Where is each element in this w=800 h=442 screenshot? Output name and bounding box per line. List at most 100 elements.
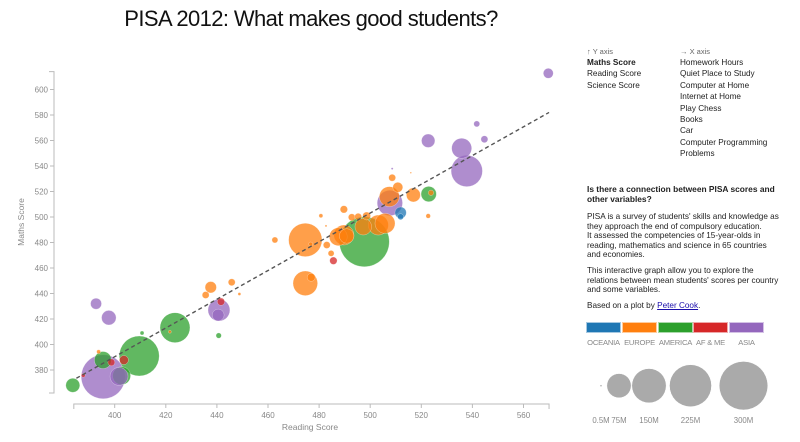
x-axis-option-problems[interactable]: Problems bbox=[680, 149, 715, 159]
y-tick-label: 600 bbox=[35, 86, 49, 95]
bubble-europe[interactable] bbox=[339, 205, 348, 214]
bubble-europe[interactable] bbox=[379, 186, 400, 207]
x-tick-label: 400 bbox=[108, 411, 122, 420]
bubble-europe[interactable] bbox=[374, 213, 396, 234]
y-axis-option-reading-score[interactable]: Reading Score bbox=[587, 69, 642, 79]
bubble-asia[interactable] bbox=[543, 68, 554, 79]
bubble-europe[interactable] bbox=[324, 224, 328, 228]
y-axis-menu: ↑ Y axis Maths Score Reading Score Scien… bbox=[587, 46, 641, 91]
y-axis-title: Maths Score bbox=[16, 198, 26, 246]
description-heading: Is there a connection between PISA score… bbox=[587, 184, 775, 204]
y-axis: 380 400 420 440 460 480 500 520 540 560 580 600 bbox=[35, 71, 55, 394]
legend-label-asia: ASIA bbox=[738, 338, 755, 347]
bubble-america[interactable] bbox=[65, 378, 81, 393]
x-tick-label: 460 bbox=[261, 411, 275, 420]
x-axis-option-play-chess[interactable]: Play Chess bbox=[680, 103, 722, 113]
legend-item-america[interactable]: AMERICA bbox=[658, 322, 693, 347]
y-axis-menu-header: ↑ Y axis bbox=[587, 47, 613, 56]
legend-swatch-af-me bbox=[693, 322, 728, 333]
bubble-europe[interactable] bbox=[227, 278, 236, 287]
bubble-america[interactable] bbox=[159, 312, 191, 343]
legend-swatch-asia bbox=[729, 322, 764, 333]
legend-label-america: AMERICA bbox=[658, 338, 693, 347]
bubble-europe[interactable] bbox=[308, 241, 313, 247]
bubble-asia[interactable] bbox=[211, 308, 225, 322]
x-axis-option-homework-hours[interactable]: Homework Hours bbox=[680, 58, 744, 67]
bubble-europe[interactable] bbox=[306, 273, 316, 282]
legend-item-asia[interactable]: ASIA bbox=[729, 322, 764, 347]
bubble-america[interactable] bbox=[215, 332, 222, 339]
x-tick-label: 560 bbox=[517, 411, 531, 420]
x-axis-option-books[interactable]: Books bbox=[680, 115, 703, 125]
bubble-asia[interactable] bbox=[451, 138, 472, 159]
y-tick-label: 540 bbox=[35, 162, 49, 171]
bubble-europe[interactable] bbox=[339, 228, 355, 244]
y-tick-label: 520 bbox=[35, 188, 49, 197]
bubble-oceania[interactable] bbox=[397, 213, 404, 221]
legend-item-af-me[interactable]: AF & ME bbox=[693, 322, 728, 347]
bubble-europe[interactable] bbox=[428, 189, 434, 196]
bubble-europe[interactable] bbox=[288, 222, 323, 257]
y-axis-option-maths-score[interactable]: Maths Score bbox=[587, 58, 636, 67]
y-tick-label: 460 bbox=[35, 264, 49, 273]
legend-item-oceania[interactable]: OCEANIA bbox=[586, 322, 621, 347]
bubble-europe[interactable] bbox=[204, 281, 217, 294]
bubble-europe[interactable] bbox=[409, 171, 412, 174]
axis-selector-panel: ↑ Y axis Maths Score Reading Score Scien… bbox=[587, 46, 783, 168]
legend-label-af-me: AF & ME bbox=[696, 338, 725, 347]
bubble-europe[interactable] bbox=[168, 330, 172, 334]
bubble-af-me[interactable] bbox=[329, 256, 338, 265]
size-legend-label: 75M bbox=[611, 416, 626, 425]
peter-cook-link[interactable]: Peter Cook bbox=[657, 300, 699, 310]
bubble-europe[interactable] bbox=[425, 213, 431, 219]
bubble-europe[interactable] bbox=[392, 182, 404, 193]
y-tick-label: 580 bbox=[35, 111, 49, 120]
legend-swatch-oceania bbox=[586, 322, 621, 333]
bubble-europe[interactable] bbox=[388, 173, 396, 182]
x-axis-menu: → X axis Homework Hours Quiet Place to S… bbox=[680, 46, 767, 160]
y-tick-label: 500 bbox=[35, 213, 49, 222]
bubble-america[interactable] bbox=[139, 330, 145, 336]
bubble-af-me[interactable] bbox=[217, 297, 225, 306]
bubble-europe[interactable] bbox=[237, 292, 242, 296]
y-tick-label: 400 bbox=[35, 341, 49, 350]
y-tick-label: 380 bbox=[35, 366, 49, 375]
bubble-europe[interactable] bbox=[271, 236, 279, 244]
description: Is there a connection between PISA score… bbox=[587, 184, 779, 316]
bubble-asia[interactable] bbox=[390, 167, 394, 170]
bubble-asia[interactable] bbox=[101, 310, 117, 326]
bubble-af-me[interactable] bbox=[119, 355, 129, 365]
bubble-europe[interactable] bbox=[318, 213, 324, 218]
x-axis-menu-header: → X axis bbox=[680, 47, 711, 56]
bubble-asia[interactable] bbox=[473, 120, 481, 128]
x-axis-option-computer-at-home[interactable]: Computer at Home bbox=[680, 80, 750, 90]
bubble-europe[interactable] bbox=[327, 250, 335, 257]
x-tick-label: 480 bbox=[312, 411, 326, 420]
x-axis-option-car[interactable]: Car bbox=[680, 126, 694, 136]
bubble-asia[interactable] bbox=[450, 155, 483, 187]
bubble-asia[interactable] bbox=[109, 367, 129, 386]
y-tick-label: 480 bbox=[35, 239, 49, 248]
x-axis-option-internet-at-home[interactable]: Internet at Home bbox=[680, 92, 741, 102]
credit-line: Based on a plot by Peter Cook. bbox=[587, 301, 779, 311]
x-axis-option-quiet-place[interactable]: Quiet Place to Study bbox=[680, 69, 755, 79]
bubble-asia[interactable] bbox=[421, 133, 436, 148]
size-legend-circle bbox=[599, 384, 603, 387]
x-axis-line bbox=[73, 403, 550, 409]
bubble-europe[interactable] bbox=[348, 213, 356, 221]
bubble-asia[interactable] bbox=[480, 135, 489, 143]
bubble-asia[interactable] bbox=[90, 297, 102, 310]
x-axis-option-computer-programming[interactable]: Computer Programming bbox=[680, 137, 768, 147]
bubble-europe[interactable] bbox=[96, 349, 101, 355]
bubble-europe[interactable] bbox=[406, 187, 421, 203]
y-axis-option-science-score[interactable]: Science Score bbox=[587, 80, 640, 90]
bubble-europe[interactable] bbox=[201, 291, 210, 299]
bubble-europe[interactable] bbox=[323, 241, 331, 249]
bubble-af-me[interactable] bbox=[107, 358, 116, 367]
bubble-america[interactable] bbox=[118, 335, 160, 377]
page-title: PISA 2012: What makes good students? bbox=[124, 6, 498, 31]
size-legend: 0.5M 75M 150M 225M 300M bbox=[592, 361, 769, 425]
bubble-europe[interactable] bbox=[362, 211, 371, 221]
legend-item-europe[interactable]: EUROPE bbox=[622, 322, 657, 347]
description-paragraph-1: PISA is a survey of students' skills and… bbox=[587, 212, 779, 260]
